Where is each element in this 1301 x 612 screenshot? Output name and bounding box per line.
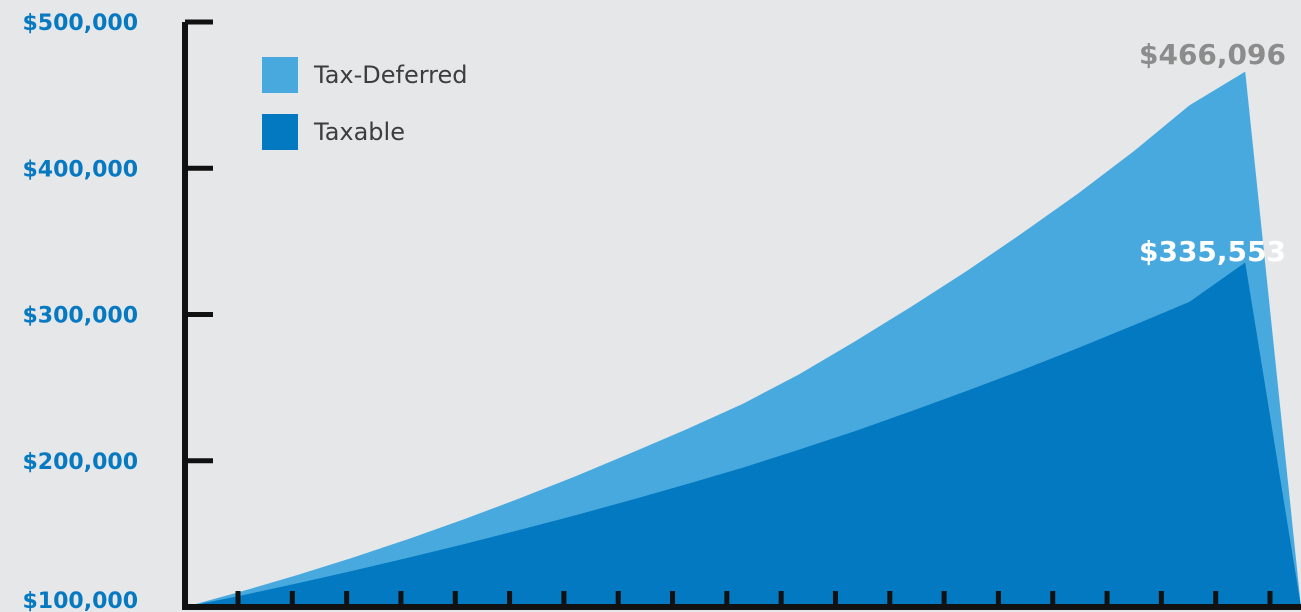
y-tick-label: $200,000: [22, 450, 138, 475]
legend-label-tax-deferred: Tax-Deferred: [313, 61, 468, 89]
y-axis-ticks: $100,000 $200,000 $300,000 $400,000 $500,000: [22, 11, 213, 612]
end-value-labels: $466,096 $335,553: [1139, 38, 1286, 268]
y-tick-label: $100,000: [22, 589, 138, 612]
axes-group: $100,000 $200,000 $300,000 $400,000 $500,000: [22, 11, 1301, 612]
area-series-group: [185, 71, 1301, 608]
x-axis-ticks: [235, 591, 1273, 607]
y-tick-label: $300,000: [22, 304, 138, 329]
y-tick-label: $500,000: [22, 11, 138, 36]
end-label-tax-deferred: $466,096: [1139, 38, 1286, 71]
end-label-taxable: $335,553: [1139, 235, 1286, 268]
y-tick-label: $400,000: [22, 157, 138, 182]
legend-swatch-taxable: [262, 114, 298, 150]
taxable-area: [185, 262, 1301, 607]
legend-label-taxable: Taxable: [313, 118, 405, 146]
legend: Tax-Deferred Taxable: [262, 57, 468, 150]
legend-swatch-tax-deferred: [262, 57, 298, 93]
